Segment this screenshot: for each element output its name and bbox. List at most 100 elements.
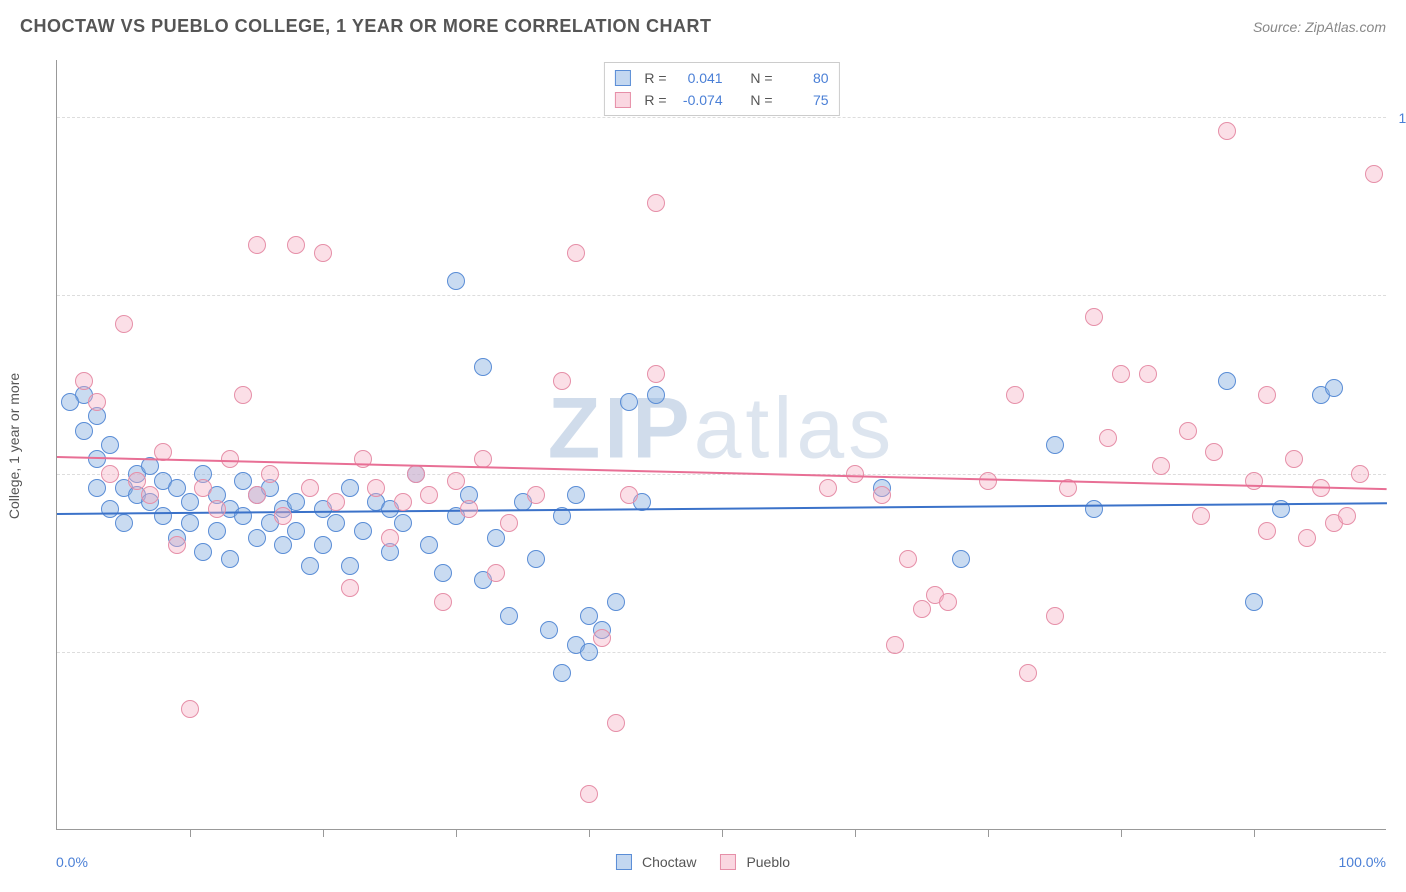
data-point (1258, 386, 1276, 404)
data-point (1046, 607, 1064, 625)
x-axis-min-label: 0.0% (56, 854, 88, 870)
stats-row: R =-0.074 N =75 (614, 89, 828, 111)
data-point (527, 550, 545, 568)
data-point (194, 543, 212, 561)
data-point (1338, 507, 1356, 525)
data-point (939, 593, 957, 611)
data-point (1099, 429, 1117, 447)
data-point (168, 536, 186, 554)
data-point (341, 557, 359, 575)
data-point (1218, 122, 1236, 140)
data-point (381, 529, 399, 547)
data-point (567, 244, 585, 262)
data-point (1245, 593, 1263, 611)
data-point (88, 479, 106, 497)
data-point (1365, 165, 1383, 183)
data-point (367, 479, 385, 497)
data-point (567, 486, 585, 504)
data-point (819, 479, 837, 497)
data-point (141, 486, 159, 504)
n-label: N = (750, 67, 772, 89)
data-point (1139, 365, 1157, 383)
data-point (886, 636, 904, 654)
data-point (248, 486, 266, 504)
data-point (580, 785, 598, 803)
data-point (287, 522, 305, 540)
data-point (620, 486, 638, 504)
x-tick (1254, 829, 1255, 837)
data-point (341, 479, 359, 497)
data-point (314, 244, 332, 262)
series-legend: Choctaw Pueblo (616, 854, 790, 870)
data-point (846, 465, 864, 483)
data-point (234, 507, 252, 525)
data-point (1285, 450, 1303, 468)
data-point (647, 194, 665, 212)
data-point (553, 664, 571, 682)
data-point (1351, 465, 1369, 483)
data-point (221, 550, 239, 568)
data-point (88, 450, 106, 468)
r-label: R = (644, 67, 666, 89)
data-point (181, 514, 199, 532)
legend-label: Pueblo (746, 854, 790, 870)
data-point (913, 600, 931, 618)
data-point (248, 529, 266, 547)
data-point (607, 593, 625, 611)
data-point (1085, 500, 1103, 518)
x-tick (1121, 829, 1122, 837)
data-point (327, 514, 345, 532)
data-point (208, 522, 226, 540)
data-point (580, 607, 598, 625)
x-axis-max-label: 100.0% (1339, 854, 1386, 870)
y-axis-label: College, 1 year or more (6, 373, 22, 519)
data-point (274, 536, 292, 554)
data-point (500, 514, 518, 532)
data-point (128, 472, 146, 490)
r-label: R = (644, 89, 666, 111)
data-point (607, 714, 625, 732)
data-point (88, 393, 106, 411)
data-point (75, 372, 93, 390)
data-point (101, 436, 119, 454)
data-point (234, 386, 252, 404)
data-point (327, 493, 345, 511)
x-tick (589, 829, 590, 837)
data-point (460, 500, 478, 518)
data-point (101, 465, 119, 483)
data-point (1112, 365, 1130, 383)
data-point (154, 507, 172, 525)
data-point (447, 472, 465, 490)
data-point (274, 507, 292, 525)
data-point (1325, 379, 1343, 397)
data-point (1152, 457, 1170, 475)
data-point (553, 372, 571, 390)
data-point (1019, 664, 1037, 682)
y-tick-label: 100.0% (1399, 110, 1406, 126)
x-tick (456, 829, 457, 837)
pink-swatch-icon (614, 92, 630, 108)
data-point (1046, 436, 1064, 454)
x-tick (722, 829, 723, 837)
legend-label: Choctaw (642, 854, 696, 870)
data-point (234, 472, 252, 490)
data-point (620, 393, 638, 411)
data-point (261, 465, 279, 483)
data-point (487, 529, 505, 547)
data-point (407, 465, 425, 483)
legend-item: Choctaw (616, 854, 696, 870)
x-tick (988, 829, 989, 837)
gridline: 100.0% (57, 117, 1386, 118)
data-point (1258, 522, 1276, 540)
gridline: 75.0% (57, 295, 1386, 296)
data-point (1192, 507, 1210, 525)
data-point (420, 486, 438, 504)
data-point (420, 536, 438, 554)
data-point (487, 564, 505, 582)
data-point (248, 236, 266, 254)
pink-swatch-icon (720, 854, 736, 870)
data-point (1218, 372, 1236, 390)
data-point (75, 422, 93, 440)
data-point (899, 550, 917, 568)
data-point (1006, 386, 1024, 404)
